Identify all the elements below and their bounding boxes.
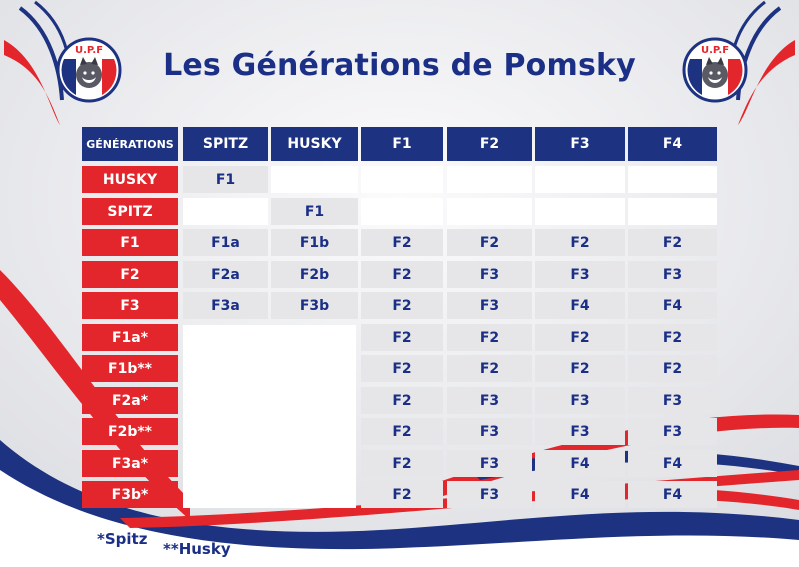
table-cell xyxy=(535,198,625,225)
table-cell: F2 xyxy=(628,229,717,256)
table-cell: F4 xyxy=(628,481,717,508)
logo-letter: U xyxy=(701,45,709,56)
table-corner-header: GÉNÉRATIONS xyxy=(82,127,178,161)
table-cell: F1 xyxy=(271,198,358,225)
table-cell: F3 xyxy=(628,418,717,445)
table-cell: F2 xyxy=(361,387,443,414)
row-header: F2 xyxy=(82,261,178,288)
table-cell xyxy=(447,198,532,225)
row-header: F3b* xyxy=(82,481,178,508)
table-cell: F3 xyxy=(535,387,625,414)
table-cell: F3a xyxy=(183,292,268,319)
table-cell: F4 xyxy=(535,450,625,477)
table-cell: F2 xyxy=(361,481,443,508)
footnote-husky: **Husky xyxy=(163,540,231,558)
logo-letter: U xyxy=(75,45,83,56)
table-cell xyxy=(628,198,717,225)
svg-text:U.P.F: U.P.F xyxy=(701,45,729,56)
table-cell: F2a xyxy=(183,261,268,288)
upf-logo-left: U.P.F xyxy=(56,37,122,103)
row-header: F3a* xyxy=(82,450,178,477)
table-cell: F2 xyxy=(361,450,443,477)
column-header: SPITZ xyxy=(183,127,268,161)
table-cell: F2 xyxy=(361,324,443,351)
column-header: F2 xyxy=(447,127,532,161)
table-cell: F2 xyxy=(628,324,717,351)
table-cell: F2 xyxy=(535,229,625,256)
table-cell xyxy=(361,198,443,225)
table-cell: F2 xyxy=(535,355,625,382)
table-cell: F4 xyxy=(628,292,717,319)
table-cell: F4 xyxy=(535,292,625,319)
footnote-spitz: *Spitz xyxy=(97,530,148,548)
table-cell: F1a xyxy=(183,229,268,256)
table-cell: F3 xyxy=(447,261,532,288)
table-cell: F3b xyxy=(271,292,358,319)
table-cell: F2 xyxy=(535,324,625,351)
row-header: F1a* xyxy=(82,324,178,351)
row-header: F2b** xyxy=(82,418,178,445)
table-cell: F2 xyxy=(361,229,443,256)
logo-letter: F xyxy=(722,45,729,56)
table-cell: F2 xyxy=(447,324,532,351)
row-header: F1b** xyxy=(82,355,178,382)
table-cell xyxy=(447,166,532,193)
table-cell: F1 xyxy=(183,166,268,193)
page-title: Les Générations de Pomsky xyxy=(163,48,636,83)
column-header: F1 xyxy=(361,127,443,161)
table-cell: F3 xyxy=(447,387,532,414)
table-cell: F2 xyxy=(361,355,443,382)
table-cell: F2 xyxy=(447,229,532,256)
table-cell: F2 xyxy=(447,355,532,382)
table-cell: F3 xyxy=(447,450,532,477)
table-cell: F3 xyxy=(628,387,717,414)
table-cell: F3 xyxy=(535,418,625,445)
column-header: HUSKY xyxy=(271,127,358,161)
row-header: HUSKY xyxy=(82,166,178,193)
table-cell: F3 xyxy=(447,418,532,445)
table-cell: F2 xyxy=(361,418,443,445)
table-cell xyxy=(535,166,625,193)
table-cell: F3 xyxy=(535,261,625,288)
table-cell: F1b xyxy=(271,229,358,256)
row-header: SPITZ xyxy=(82,198,178,225)
table-cell: F2b xyxy=(271,261,358,288)
table-cell: F4 xyxy=(535,481,625,508)
table-cell: F3 xyxy=(447,292,532,319)
blank-region xyxy=(183,325,356,508)
row-header: F1 xyxy=(82,229,178,256)
row-header: F3 xyxy=(82,292,178,319)
svg-text:U.P.F: U.P.F xyxy=(75,45,103,56)
table-cell xyxy=(271,166,358,193)
table-cell xyxy=(361,166,443,193)
table-cell: F3 xyxy=(447,481,532,508)
table-cell: F2 xyxy=(628,355,717,382)
column-header: F4 xyxy=(628,127,717,161)
logo-letter: P xyxy=(87,45,94,56)
table-cell xyxy=(183,198,268,225)
table-cell xyxy=(628,166,717,193)
column-header: F3 xyxy=(535,127,625,161)
logo-letter: F xyxy=(96,45,103,56)
table-cell: F2 xyxy=(361,292,443,319)
row-header: F2a* xyxy=(82,387,178,414)
table-cell: F2 xyxy=(361,261,443,288)
logo-letter: P xyxy=(713,45,720,56)
upf-logo-right: U.P.F xyxy=(682,37,748,103)
table-cell: F4 xyxy=(628,450,717,477)
table-cell: F3 xyxy=(628,261,717,288)
